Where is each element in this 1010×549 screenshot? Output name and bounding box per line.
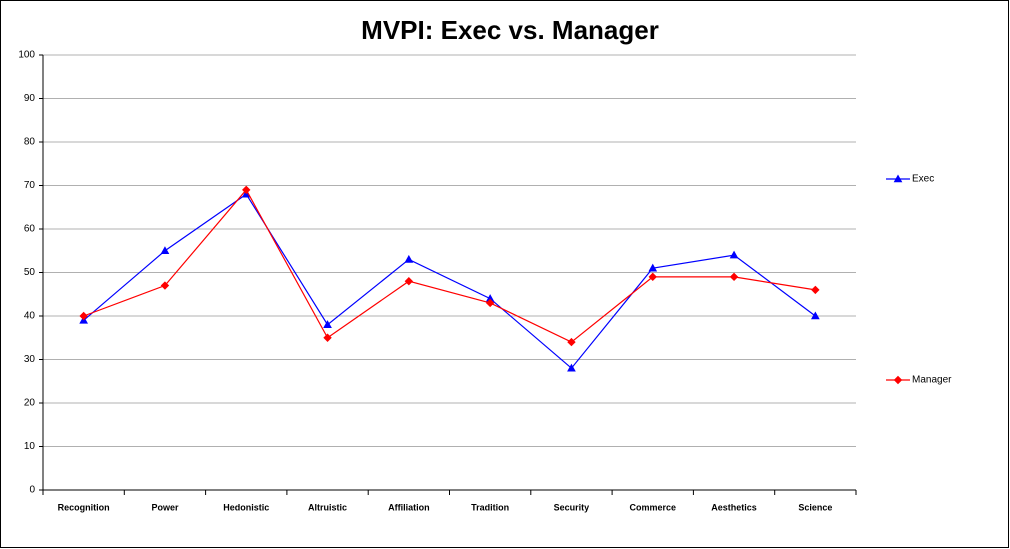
y-tick-label: 10 xyxy=(24,441,36,452)
data-point xyxy=(404,254,414,263)
data-point xyxy=(485,298,495,308)
series-line xyxy=(83,193,816,370)
y-tick-label: 40 xyxy=(24,311,36,322)
y-tick-label: 0 xyxy=(29,485,35,496)
legend-marker xyxy=(893,174,903,183)
data-point xyxy=(567,363,576,372)
data-point xyxy=(729,272,739,282)
data-point xyxy=(79,311,88,321)
y-tick-label: 20 xyxy=(24,398,36,409)
data-point xyxy=(323,333,332,342)
x-tick-label: Affiliation xyxy=(388,502,430,512)
x-tick-label: Security xyxy=(554,502,590,512)
data-point xyxy=(160,281,170,290)
data-point xyxy=(811,311,820,320)
data-point xyxy=(160,246,170,255)
y-tick-label: 90 xyxy=(24,93,36,104)
x-tick-label: Science xyxy=(798,502,832,512)
data-point xyxy=(648,272,657,282)
data-point xyxy=(729,250,739,259)
x-tick-label: Commerce xyxy=(629,502,676,512)
y-tick-label: 60 xyxy=(24,224,36,235)
data-point xyxy=(648,263,658,272)
x-tick-label: Tradition xyxy=(471,502,509,512)
legend-label: Manager xyxy=(912,375,952,386)
y-tick-label: 50 xyxy=(24,267,36,278)
legend-marker xyxy=(893,375,903,385)
y-tick-label: 80 xyxy=(24,137,36,148)
y-tick-label: 70 xyxy=(24,180,36,191)
x-tick-label: Power xyxy=(151,502,179,512)
x-tick-label: Recognition xyxy=(58,502,110,512)
y-tick-label: 100 xyxy=(18,50,35,61)
y-tick-label: 30 xyxy=(24,354,36,365)
data-point xyxy=(404,276,414,286)
data-point xyxy=(242,185,251,195)
legend-label: Exec xyxy=(912,174,934,185)
data-point xyxy=(567,337,576,347)
data-point xyxy=(811,285,820,295)
series-line xyxy=(83,188,816,343)
x-tick-label: Aesthetics xyxy=(711,502,757,512)
chart-title: MVPI: Exec vs. Manager xyxy=(361,15,659,45)
x-tick-label: Hedonistic xyxy=(223,502,269,512)
data-point xyxy=(323,320,332,328)
x-tick-label: Altruistic xyxy=(308,502,347,512)
